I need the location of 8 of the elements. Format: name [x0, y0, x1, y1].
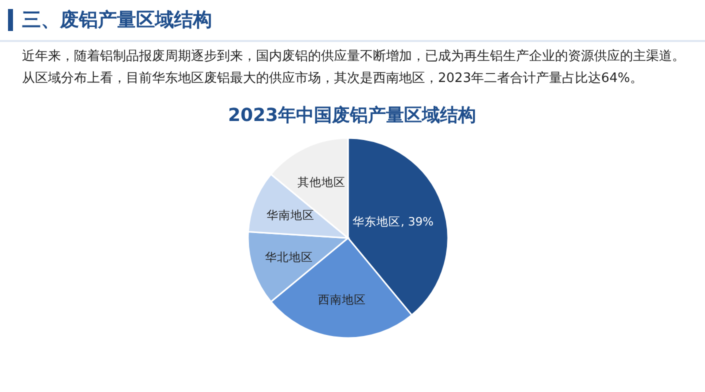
- text: 近年来，随着铝制品报废周期逐步到来，国内废铝的供应量不断增加，已成为再生铝生产企业的资源供应的主渠道。从区域分布上看，目前华东地区废铝最大的供应市场，其次是西南地区，2023年二者合计产量占比达64%。: [22, 48, 686, 88]
- text: 三、废铝产量区域结构: [22, 8, 212, 33]
- slice-label: 其他地区: [298, 174, 346, 189]
- slice-label: 华东地区, 39%: [352, 214, 434, 229]
- slice-label: 华北地区: [265, 250, 314, 264]
- chart-title: 2023年中国废铝产量区域结构: [228, 105, 476, 126]
- slice-label: 华南地区: [266, 208, 314, 222]
- slice-label: 西南地区: [318, 292, 366, 307]
